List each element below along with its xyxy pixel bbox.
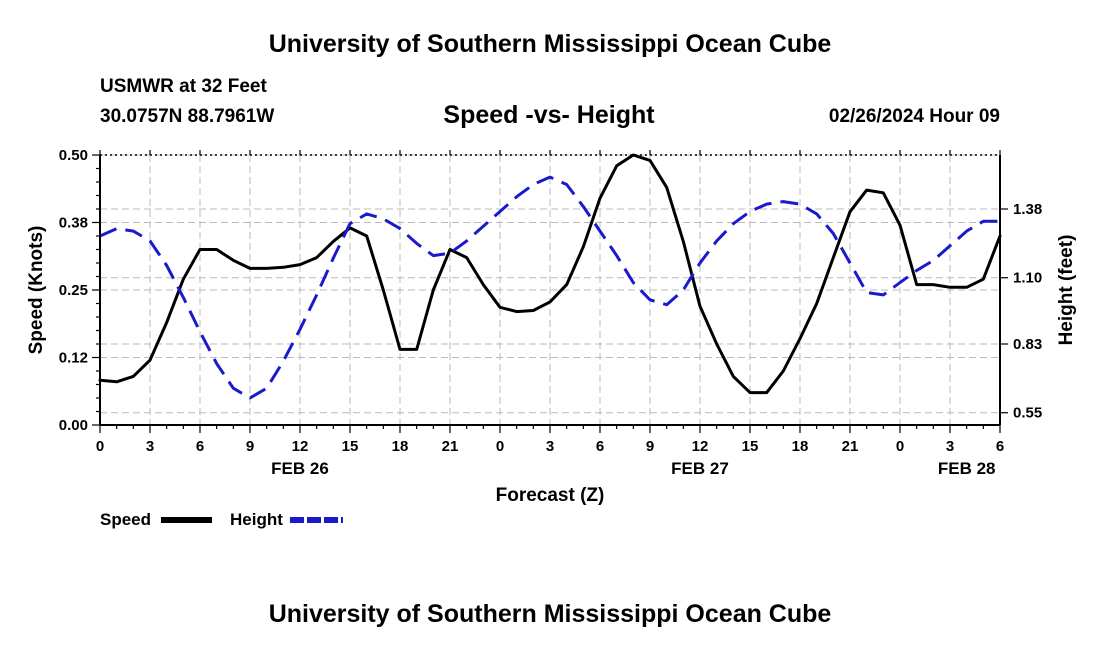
x-tick-label: 0 bbox=[496, 438, 504, 455]
y-tick-label: 0.38 bbox=[59, 215, 88, 232]
x-tick-label: 18 bbox=[392, 438, 409, 455]
chart-main-title: University of Southern Mississippi Ocean… bbox=[268, 30, 832, 58]
y-tick-label: 0.00 bbox=[59, 417, 88, 434]
y-tick-label: 0.12 bbox=[59, 350, 88, 367]
x-tick-label: 9 bbox=[646, 438, 654, 455]
legend-label-height: Height bbox=[230, 510, 283, 529]
chart-subtitle: Speed -vs- Height bbox=[443, 101, 655, 129]
legend-label-speed: Speed bbox=[100, 510, 151, 529]
y2-tick-label: 1.38 bbox=[1013, 201, 1042, 218]
station-label: USMWR at 32 Feet bbox=[100, 76, 267, 97]
x-tick-label: 0 bbox=[96, 438, 104, 455]
x-tick-label: 12 bbox=[292, 438, 309, 455]
x-tick-label: 3 bbox=[946, 438, 954, 455]
x-tick-label: 9 bbox=[246, 438, 254, 455]
footer-title: University of Southern Mississippi Ocean… bbox=[268, 600, 832, 628]
y2-axis-title: Height (feet) bbox=[1056, 235, 1077, 346]
forecast-datetime: 02/26/2024 Hour 09 bbox=[828, 106, 1000, 127]
y-tick-label: 0.25 bbox=[59, 282, 88, 299]
x-tick-label: 6 bbox=[596, 438, 604, 455]
y2-tick-label: 0.55 bbox=[1013, 405, 1042, 422]
x-tick-label: 0 bbox=[896, 438, 904, 455]
series-speed-line bbox=[98, 153, 1002, 395]
x-tick-label: 15 bbox=[742, 438, 759, 455]
series-height-line bbox=[99, 175, 1000, 400]
y-axis-title: Speed (Knots) bbox=[26, 226, 47, 355]
x-tick-label: 12 bbox=[692, 438, 709, 455]
y2-tick-label: 0.83 bbox=[1013, 336, 1042, 353]
x-tick-label: 6 bbox=[996, 438, 1004, 455]
x-tick-label: 15 bbox=[342, 438, 359, 455]
x-tick-label: 6 bbox=[196, 438, 204, 455]
x-axis-title: Forecast (Z) bbox=[496, 485, 605, 506]
date-label: FEB 27 bbox=[671, 459, 729, 478]
x-tick-label: 3 bbox=[146, 438, 154, 455]
station-coordinates: 30.0757N 88.7961W bbox=[100, 106, 275, 127]
date-label: FEB 26 bbox=[271, 459, 329, 478]
y-tick-label: 0.50 bbox=[59, 147, 88, 164]
x-tick-label: 3 bbox=[546, 438, 554, 455]
x-tick-label: 21 bbox=[442, 438, 459, 455]
date-label: FEB 28 bbox=[938, 459, 996, 478]
x-tick-label: 21 bbox=[842, 438, 859, 455]
y2-tick-label: 1.10 bbox=[1013, 270, 1042, 287]
x-tick-label: 18 bbox=[792, 438, 809, 455]
